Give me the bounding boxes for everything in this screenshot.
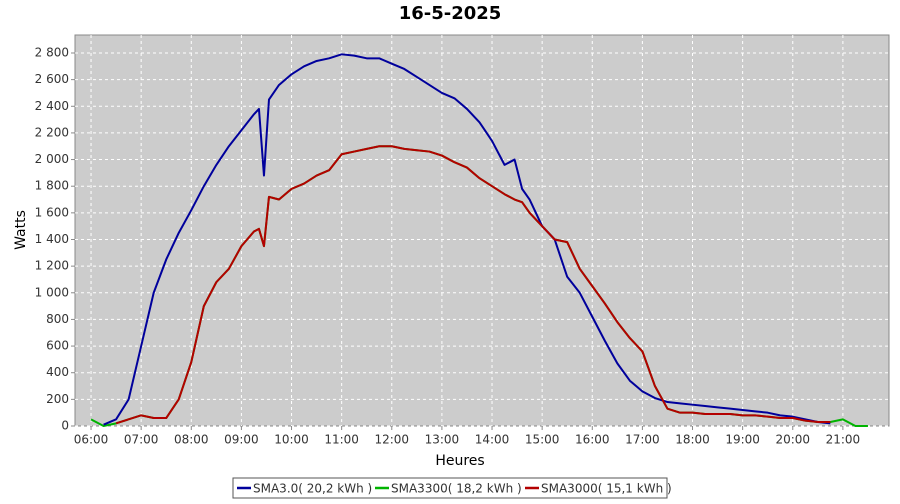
x-tick-label: 20:00 <box>775 433 810 447</box>
y-tick-label: 1 600 <box>35 205 69 219</box>
legend-label: SMA3.0( 20,2 kWh ) <box>253 482 372 496</box>
y-tick-label: 1 400 <box>35 232 69 246</box>
chart-title: 16-5-2025 <box>399 3 502 24</box>
x-tick-label: 21:00 <box>826 433 861 447</box>
x-tick-label: 15:00 <box>525 433 560 447</box>
y-tick-label: 2 200 <box>35 125 69 139</box>
x-tick-label: 19:00 <box>725 433 760 447</box>
x-tick-label: 17:00 <box>625 433 660 447</box>
y-tick-label: 2 400 <box>35 99 69 113</box>
legend-label: SMA3000( 15,1 kWh ) <box>541 482 672 496</box>
x-tick-label: 16:00 <box>575 433 610 447</box>
y-tick-label: 1 000 <box>35 285 69 299</box>
y-tick-label: 0 <box>61 419 69 433</box>
x-tick-label: 11:00 <box>324 433 359 447</box>
y-axis-label: Watts <box>13 210 29 250</box>
x-tick-label: 14:00 <box>475 433 510 447</box>
y-tick-label: 600 <box>46 339 69 353</box>
x-tick-label: 10:00 <box>274 433 309 447</box>
x-tick-label: 08:00 <box>174 433 209 447</box>
y-tick-label: 2 000 <box>35 152 69 166</box>
y-tick-label: 800 <box>46 312 69 326</box>
y-tick-label: 2 800 <box>35 45 69 59</box>
plot-area <box>74 34 890 427</box>
y-tick-label: 1 200 <box>35 259 69 273</box>
y-tick-label: 2 600 <box>35 72 69 86</box>
y-tick-label: 1 800 <box>35 179 69 193</box>
legend-label: SMA3300( 18,2 kWh ) <box>391 482 522 496</box>
x-tick-label: 18:00 <box>675 433 710 447</box>
x-tick-label: 13:00 <box>425 433 460 447</box>
series-line <box>103 53 831 426</box>
series-line <box>115 145 831 425</box>
y-tick-label: 200 <box>46 392 69 406</box>
x-tick-label: 07:00 <box>124 433 159 447</box>
x-tick-label: 12:00 <box>374 433 409 447</box>
x-tick-label: 06:00 <box>74 433 109 447</box>
legend <box>232 477 668 499</box>
y-tick-label: 400 <box>46 365 69 379</box>
x-tick-label: 09:00 <box>224 433 259 447</box>
x-axis-label: Heures <box>435 453 484 469</box>
